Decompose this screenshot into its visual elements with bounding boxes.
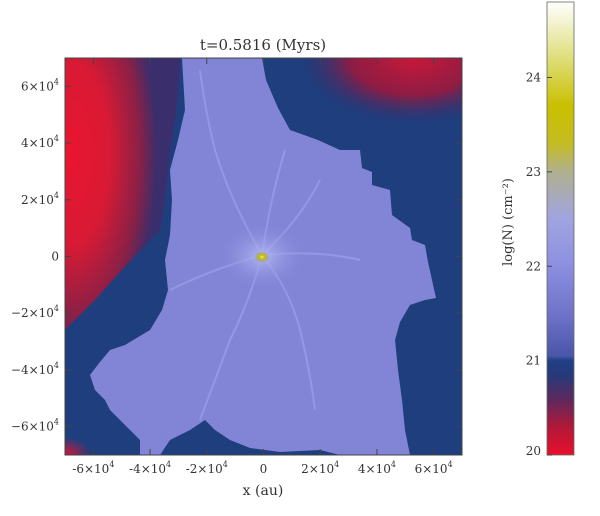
x-axis: -6×104 -4×104 -2×104 0 2×104 4×104 6×104 <box>72 58 453 476</box>
colorbar-tick-label: 23 <box>526 165 541 179</box>
x-tick-label: 6×104 <box>415 460 453 476</box>
colorbar-tick-label: 21 <box>526 354 541 368</box>
colorbar-frame <box>546 1 575 456</box>
y-tick-label: 4×104 <box>21 134 59 150</box>
y-tick-label: 0 <box>51 250 59 264</box>
colorbar-label: log(N) (cm⁻²) <box>501 178 516 266</box>
y-tick-label: 2×104 <box>21 191 59 207</box>
y-tick-label: −4×104 <box>11 361 59 377</box>
x-tick-label: -6×104 <box>72 460 114 476</box>
column-density-map <box>65 58 462 455</box>
x-tick-label: 0 <box>260 462 268 476</box>
colorbar-tick-label: 22 <box>526 259 541 273</box>
x-tick-label: -2×104 <box>186 460 228 476</box>
low-density-region-left <box>65 58 180 330</box>
colorbar-ticks: 20 21 22 23 24 <box>526 71 552 458</box>
colorbar <box>546 1 575 456</box>
x-tick-label: -4×104 <box>129 460 171 476</box>
x-tick-label: 2×104 <box>301 460 339 476</box>
y-tick-label: −6×104 <box>11 418 59 434</box>
dense-core <box>254 251 270 263</box>
plot-title: t=0.5816 (Myrs) <box>200 36 326 54</box>
x-tick-label: 4×104 <box>358 460 396 476</box>
y-tick-label: −2×104 <box>11 304 59 320</box>
colorbar-tick-label: 20 <box>526 444 541 458</box>
x-axis-label: x (au) <box>243 483 284 499</box>
colorbar-gradient <box>547 2 574 455</box>
y-tick-label: 6×104 <box>21 77 59 93</box>
y-axis: 6×104 4×104 2×104 0 −2×104 −4×104 −6×104 <box>11 77 462 434</box>
colorbar-tick-label: 24 <box>526 71 542 85</box>
low-density-region-top-right <box>270 58 462 170</box>
